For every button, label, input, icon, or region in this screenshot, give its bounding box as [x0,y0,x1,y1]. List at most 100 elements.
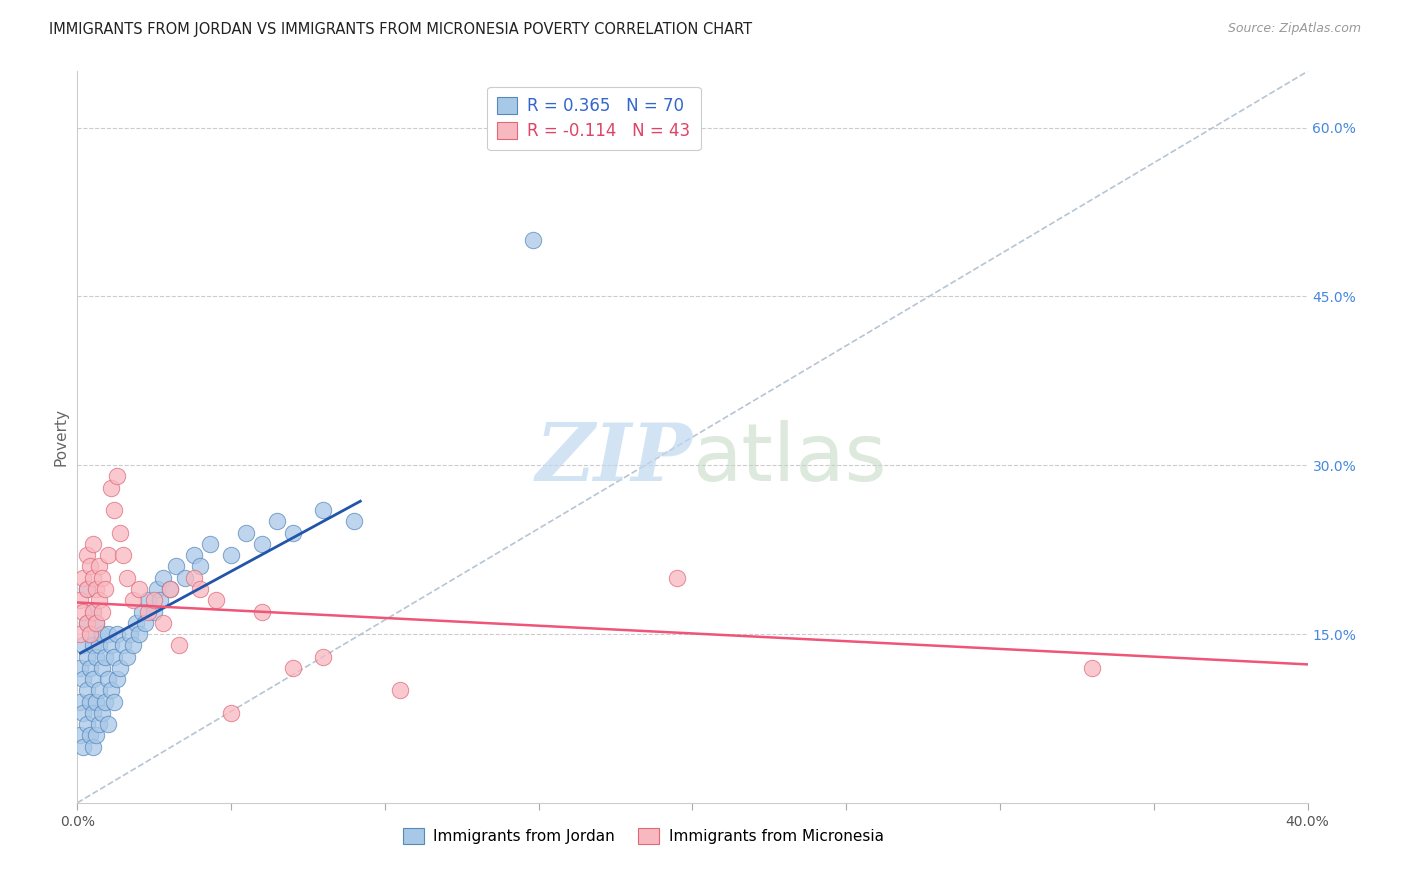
Point [105,627,128,641]
Point [84,694,107,708]
Point [112,548,135,562]
Point [84,615,107,630]
Point [79,559,101,574]
Point [167,638,190,652]
Point [90,605,114,619]
Text: IMMIGRANTS FROM JORDAN VS IMMIGRANTS FROM MICRONESIA POVERTY CORRELATION CHART: IMMIGRANTS FROM JORDAN VS IMMIGRANTS FRO… [49,22,752,37]
Point [115,571,138,585]
Point [97,717,120,731]
Point [128,627,150,641]
Point [84,582,107,596]
Point [69,728,91,742]
Point [143,593,166,607]
Point [82,537,104,551]
Point [94,694,117,708]
Point [90,571,114,585]
Point [281,661,304,675]
Point [69,694,91,708]
Point [76,615,98,630]
Point [84,649,107,664]
Point [90,627,114,641]
Point [312,503,335,517]
Point [84,728,107,742]
Point [198,537,221,551]
Point [97,548,120,562]
Point [82,605,104,619]
Point [69,661,91,675]
Point [100,638,122,652]
Point [281,525,304,540]
Point [389,683,412,698]
Point [79,661,101,675]
Point [343,515,366,529]
Point [79,728,101,742]
Point [121,638,143,652]
Point [219,706,242,720]
Point [136,605,159,619]
Point [149,593,172,607]
Point [76,615,98,630]
Point [72,706,94,720]
Point [103,694,125,708]
Point [188,559,212,574]
Point [110,525,132,540]
Point [250,605,273,619]
Point [128,582,150,596]
Point [146,582,169,596]
Point [90,706,114,720]
Point [84,615,107,630]
Point [312,649,335,664]
Text: ZIP: ZIP [536,420,693,498]
Point [72,672,94,686]
Point [110,661,132,675]
Point [76,548,98,562]
Point [136,593,159,607]
Point [183,571,205,585]
Point [94,582,117,596]
Point [235,525,257,540]
Point [143,605,166,619]
Point [100,481,122,495]
Point [115,649,138,664]
Point [72,571,94,585]
Point [125,615,148,630]
Point [266,515,288,529]
Point [159,582,181,596]
Point [174,571,197,585]
Point [250,537,273,551]
Point [79,694,101,708]
Point [76,582,98,596]
Point [97,627,120,641]
Point [87,559,110,574]
Point [131,605,153,619]
Point [666,571,689,585]
Point [219,548,242,562]
Point [76,649,98,664]
Point [152,571,174,585]
Point [82,706,104,720]
Point [82,638,104,652]
Point [103,649,125,664]
Point [118,627,141,641]
Point [103,503,125,517]
Point [72,605,94,619]
Point [204,593,226,607]
Point [87,717,110,731]
Point [105,469,128,483]
Point [76,717,98,731]
Point [90,661,114,675]
Point [165,559,187,574]
Text: Source: ZipAtlas.com: Source: ZipAtlas.com [1227,22,1361,36]
Point [69,593,91,607]
Point [82,605,104,619]
Text: atlas: atlas [693,420,887,498]
Point [105,672,128,686]
Point [82,672,104,686]
Point [76,683,98,698]
Point [76,582,98,596]
Point [134,615,156,630]
Point [79,627,101,641]
Point [69,627,91,641]
Point [97,672,120,686]
Point [82,571,104,585]
